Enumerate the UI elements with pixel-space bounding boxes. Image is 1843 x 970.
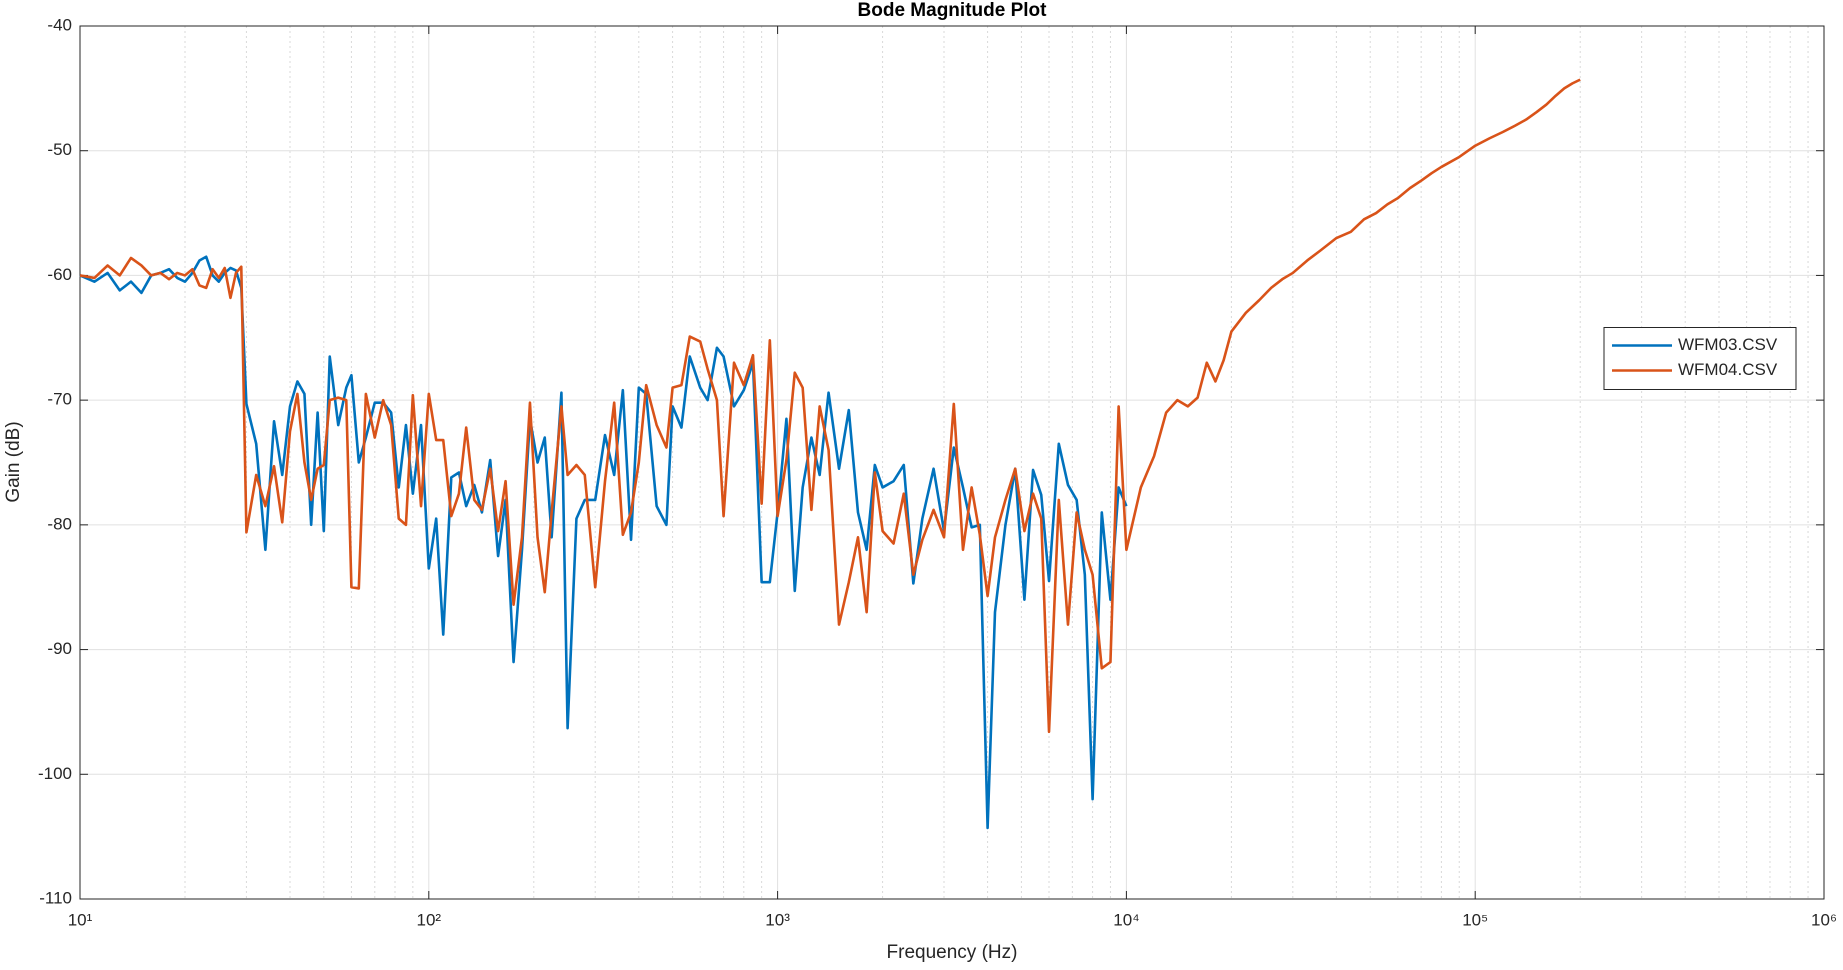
x-tick-label: 10⁵ — [1462, 910, 1488, 929]
y-tick-label: -90 — [47, 639, 72, 658]
chart-title: Bode Magnitude Plot — [858, 0, 1048, 21]
y-tick-label: -40 — [47, 15, 72, 34]
y-tick-label: -60 — [47, 265, 72, 284]
x-tick-label: 10² — [417, 910, 442, 929]
y-tick-label: -80 — [47, 514, 72, 533]
axes-box — [79, 25, 1825, 900]
legend-label: WFM03.CSV — [1678, 335, 1778, 354]
y-tick-label: -110 — [39, 888, 72, 907]
legend: WFM03.CSV WFM04.CSV — [1603, 327, 1797, 390]
y-tick-label: -100 — [38, 764, 72, 783]
x-tick-label: 10¹ — [68, 910, 93, 929]
y-tick-label: -70 — [47, 390, 72, 409]
series-line — [79, 78, 1581, 734]
y-tick-label: -50 — [47, 140, 72, 159]
y-axis-label: Gain (dB) — [3, 421, 24, 502]
x-tick-label: 10⁴ — [1113, 910, 1139, 929]
legend-box — [1603, 327, 1797, 390]
x-tick-label: 10⁶ — [1811, 910, 1837, 929]
legend-label: WFM04.CSV — [1678, 360, 1778, 379]
x-tick-label: 10³ — [765, 910, 790, 929]
x-axis-label: Frequency (Hz) — [887, 942, 1018, 963]
